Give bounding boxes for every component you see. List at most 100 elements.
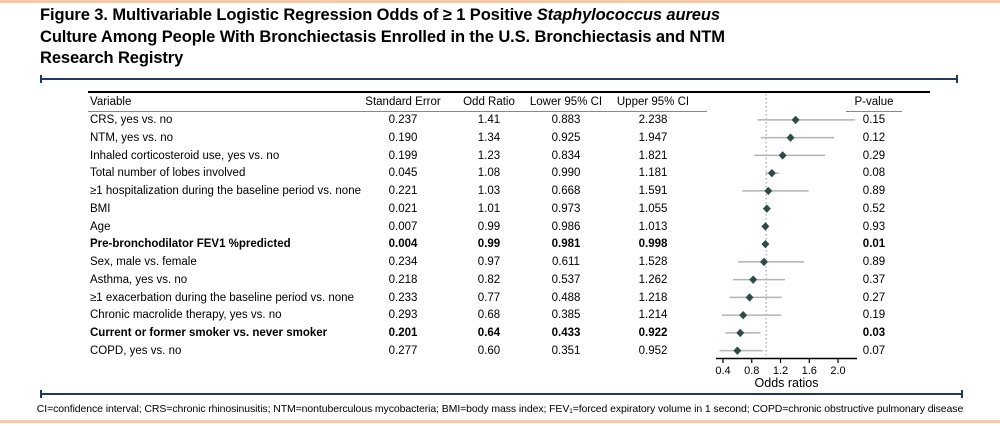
- odd-ratio-cell: 1.34: [477, 131, 501, 144]
- p-value-cell: 0.29: [862, 149, 886, 162]
- lower-ci-cell: 0.990: [551, 167, 581, 180]
- table-row: ≥1 hospitalization during the baseline p…: [88, 183, 930, 201]
- p-value-cell: 0.52: [862, 202, 886, 215]
- lower-ci-cell: 0.385: [551, 309, 581, 322]
- column-header-upper-ci: Upper 95% CI: [616, 96, 690, 108]
- upper-ci-cell: 1.528: [638, 256, 668, 268]
- p-value-cell: 0.37: [862, 273, 886, 286]
- table-header-row: Variable Standard Error Odd Ratio Lower …: [88, 94, 930, 110]
- lower-ci-cell: 0.834: [551, 149, 581, 162]
- odd-ratio-cell: 0.60: [477, 344, 501, 357]
- x-axis-tick-label: 1.2: [773, 365, 788, 377]
- p-value-cell: 0.93: [862, 220, 886, 233]
- lower-ci-cell: 0.611: [552, 256, 580, 268]
- lower-ci-cell: 0.986: [551, 220, 581, 233]
- p-value-cell: 0.01: [862, 238, 886, 251]
- standard-error-cell: 0.045: [388, 167, 418, 180]
- table-top-border: [88, 91, 930, 93]
- figure-title-line: Research Registry: [40, 49, 184, 67]
- variable-cell: Total number of lobes involved: [90, 167, 246, 180]
- column-header-lower-ci: Lower 95% CI: [529, 96, 603, 108]
- p-value-cell: 0.27: [862, 291, 886, 304]
- table-row: Current or former smoker vs. never smoke…: [88, 325, 930, 343]
- upper-ci-cell: 1.947: [638, 131, 668, 144]
- upper-ci-cell: 2.238: [638, 114, 668, 126]
- standard-error-cell: 0.199: [388, 149, 418, 162]
- upper-ci-cell: 1.218: [638, 291, 668, 304]
- variable-cell: Pre-bronchodilator FEV1 %predicted: [90, 238, 291, 251]
- table-row: COPD, yes vs. no 0.277 0.60 0.351 0.952 0.07: [88, 343, 930, 361]
- standard-error-cell: 0.233: [388, 291, 418, 304]
- upper-ci-cell: 1.262: [638, 273, 668, 286]
- standard-error-cell: 0.007: [388, 220, 418, 233]
- odd-ratio-cell: 1.01: [477, 202, 501, 215]
- table-body: CRS, yes vs. no 0.237 1.41 0.883 2.238 0.15 NT…: [88, 112, 930, 361]
- variable-cell: Asthma, yes vs. no: [90, 273, 188, 286]
- table-row: Chronic macrolide therapy, yes vs. no 0.2…: [88, 307, 930, 325]
- variable-cell: BMI: [90, 202, 111, 215]
- odd-ratio-cell: 0.99: [477, 238, 501, 251]
- standard-error-cell: 0.237: [388, 114, 418, 126]
- standard-error-cell: 0.218: [388, 273, 418, 286]
- standard-error-cell: 0.201: [388, 327, 418, 339]
- divider-endcap-right: [961, 390, 963, 398]
- footer-divider: [40, 390, 963, 398]
- lower-ci-cell: 0.981: [551, 238, 581, 251]
- table-row: CRS, yes vs. no 0.237 1.41 0.883 2.238 0.15: [88, 112, 930, 130]
- variable-cell: Age: [90, 220, 111, 233]
- p-value-cell: 0.03: [862, 327, 886, 339]
- variable-cell: CRS, yes vs. no: [90, 114, 173, 126]
- lower-ci-cell: 0.488: [551, 291, 581, 304]
- table-row: BMI 0.021 1.01 0.973 1.055 0.52: [88, 201, 930, 219]
- x-axis-tick-label: 0.8: [744, 365, 759, 377]
- table-row: NTM, yes vs. no 0.190 1.34 0.925 1.947 0.12: [88, 130, 930, 148]
- table-row: ≥1 exacerbation during the baseline peri…: [88, 290, 930, 308]
- odd-ratio-cell: 0.99: [477, 220, 501, 233]
- variable-cell: ≥1 hospitalization during the baseline p…: [90, 185, 361, 197]
- lower-ci-cell: 0.433: [551, 327, 581, 339]
- odd-ratio-cell: 0.97: [477, 256, 501, 268]
- upper-ci-cell: 1.591: [638, 185, 668, 197]
- x-axis-tick-label: 0.4: [715, 365, 730, 377]
- p-value-cell: 0.89: [862, 185, 886, 197]
- upper-ci-cell: 1.214: [638, 309, 668, 322]
- standard-error-cell: 0.190: [388, 131, 418, 144]
- figure-title-line: Culture Among People With Bronchiectasis…: [40, 27, 725, 46]
- odd-ratio-cell: 1.41: [477, 114, 501, 126]
- odd-ratio-cell: 0.82: [477, 273, 501, 286]
- odd-ratio-cell: 1.08: [477, 167, 501, 180]
- upper-ci-cell: 1.013: [638, 220, 668, 233]
- x-axis-tick-label: 1.6: [802, 365, 817, 377]
- lower-ci-cell: 0.883: [551, 114, 581, 126]
- table-row: Asthma, yes vs. no 0.218 0.82 0.537 1.262 0.3…: [88, 272, 930, 290]
- odd-ratio-cell: 1.03: [477, 185, 501, 197]
- standard-error-cell: 0.277: [388, 344, 418, 357]
- variable-cell: ≥1 exacerbation during the baseline peri…: [90, 291, 354, 304]
- standard-error-cell: 0.293: [388, 309, 418, 322]
- standard-error-cell: 0.004: [388, 238, 418, 251]
- variable-cell: NTM, yes vs. no: [90, 131, 174, 144]
- odd-ratio-cell: 0.68: [477, 309, 501, 322]
- p-value-cell: 0.08: [862, 167, 886, 180]
- standard-error-cell: 0.021: [388, 202, 418, 215]
- upper-ci-cell: 1.055: [638, 202, 668, 215]
- figure-title: Figure 3. Multivariable Logistic Regress…: [40, 5, 970, 70]
- bottom-accent-bar: [0, 420, 1000, 423]
- title-divider: [40, 75, 958, 83]
- upper-ci-cell: 0.952: [638, 344, 668, 357]
- x-axis-title: Odds ratios: [755, 376, 819, 390]
- header-underline: [88, 111, 707, 112]
- variable-cell: Inhaled corticosteroid use, yes vs. no: [90, 149, 280, 162]
- column-header-odd-ratio: Odd Ratio: [463, 96, 515, 108]
- variable-cell: COPD, yes vs. no: [90, 344, 182, 357]
- variable-cell: Current or former smoker vs. never smoke…: [90, 327, 328, 339]
- lower-ci-cell: 0.351: [551, 344, 581, 357]
- lower-ci-cell: 0.537: [551, 273, 581, 286]
- lower-ci-cell: 0.668: [551, 185, 581, 197]
- p-value-header-underline: [846, 111, 902, 112]
- lower-ci-cell: 0.973: [551, 202, 581, 215]
- column-header-standard-error: Standard Error: [365, 96, 441, 108]
- divider-endcap-right: [956, 75, 958, 83]
- table-row: Inhaled corticosteroid use, yes vs. no 0.…: [88, 148, 930, 166]
